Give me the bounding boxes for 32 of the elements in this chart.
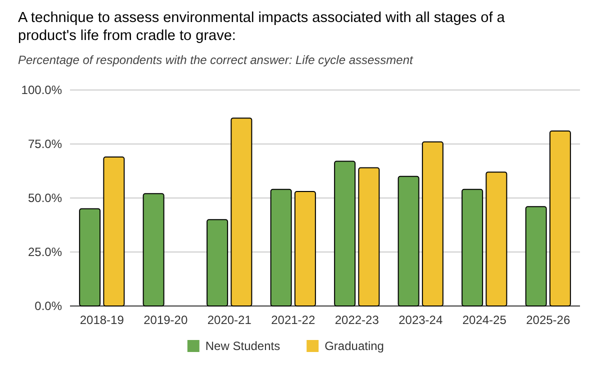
x-tick-label: 2021-22 (271, 313, 316, 327)
bar (486, 172, 508, 306)
bar (103, 156, 125, 306)
x-tick-label: 2025-26 (526, 313, 570, 327)
x-tick-label: 2022-23 (334, 313, 380, 327)
bar (206, 219, 228, 306)
y-tick-label: 0.0% (34, 299, 62, 314)
bar (525, 206, 547, 306)
bar (358, 167, 380, 306)
bar (334, 160, 356, 306)
bar (294, 191, 316, 306)
y-tick-label: 75.0% (28, 137, 62, 152)
x-tick-label: 2018-19 (80, 313, 124, 327)
bar (462, 188, 484, 306)
chart-subtitle: Percentage of respondents with the correct answer: Life cycle assessment (18, 53, 414, 67)
bar (270, 188, 292, 306)
bar (549, 130, 571, 306)
bar (422, 141, 444, 306)
y-tick-label: 25.0% (28, 245, 62, 260)
legend-label: Graduating (324, 339, 384, 354)
bar (142, 193, 164, 306)
x-tick-label: 2019-20 (144, 313, 188, 327)
bar (398, 176, 420, 306)
bar (230, 118, 252, 306)
y-tick-label: 100.0% (21, 83, 62, 98)
y-tick-label: 50.0% (28, 191, 62, 206)
x-tick-label: 2023-24 (398, 313, 443, 327)
bar (79, 208, 101, 306)
legend-label: New Students (205, 339, 280, 354)
chart-title: A technique to assess environmental impacts associated with all stages of a product's life from cradle to grave: (18, 10, 506, 44)
x-tick-label: 2020-21 (207, 313, 252, 327)
x-tick-label: 2024-25 (462, 313, 507, 327)
